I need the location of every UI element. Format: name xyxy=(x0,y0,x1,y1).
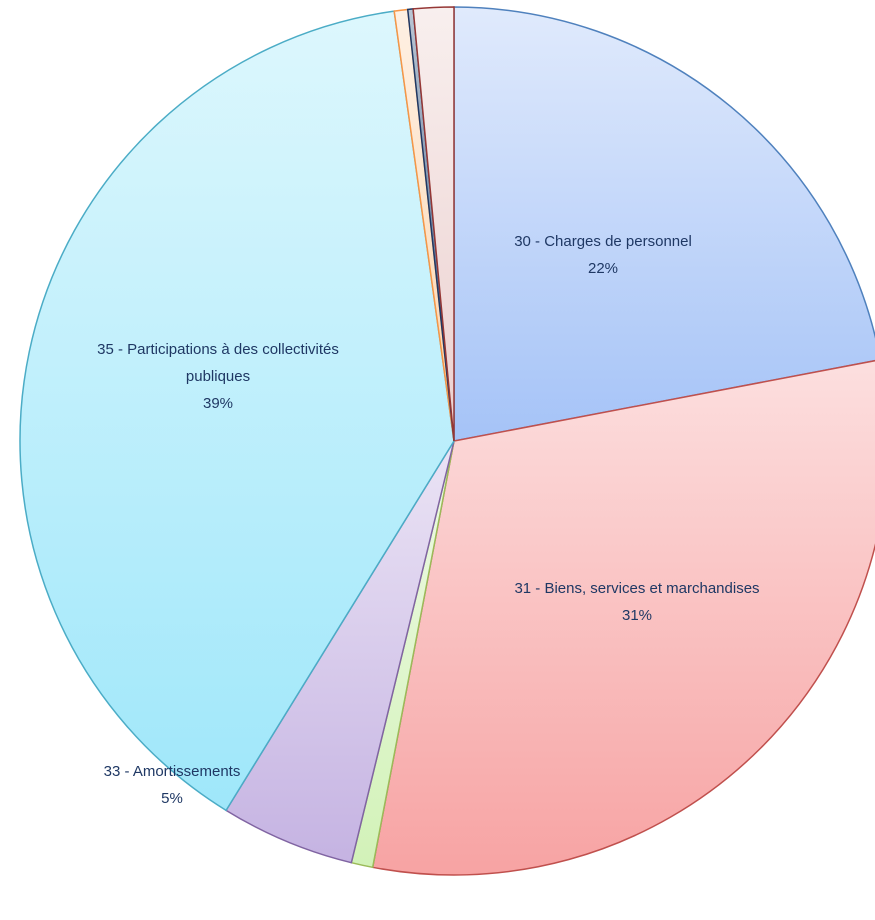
pie-slice xyxy=(371,359,875,876)
category-label: 31 - Biens, services et marchandises xyxy=(514,580,760,597)
slice-label: 31 - Biens, services et marchandises 31% xyxy=(487,575,787,629)
value-label: 39% xyxy=(202,395,234,412)
category-label: 33 - Amortissements xyxy=(103,763,241,780)
category-label: 35 - Participations à des collectivités … xyxy=(97,341,339,385)
pie-slice xyxy=(453,6,875,442)
pie-slice xyxy=(19,10,455,812)
value-label: 5% xyxy=(161,790,183,807)
slice-label: 30 - Charges de personnel 22% xyxy=(453,228,753,282)
slice-label: 33 - Amortissements 5% xyxy=(22,758,322,812)
slice-label: 35 - Participations à des collectivités … xyxy=(68,336,368,417)
value-label: 22% xyxy=(587,260,619,277)
category-label: 30 - Charges de personnel xyxy=(514,233,692,250)
pie-slice xyxy=(412,6,455,442)
value-label: 31% xyxy=(621,607,653,624)
